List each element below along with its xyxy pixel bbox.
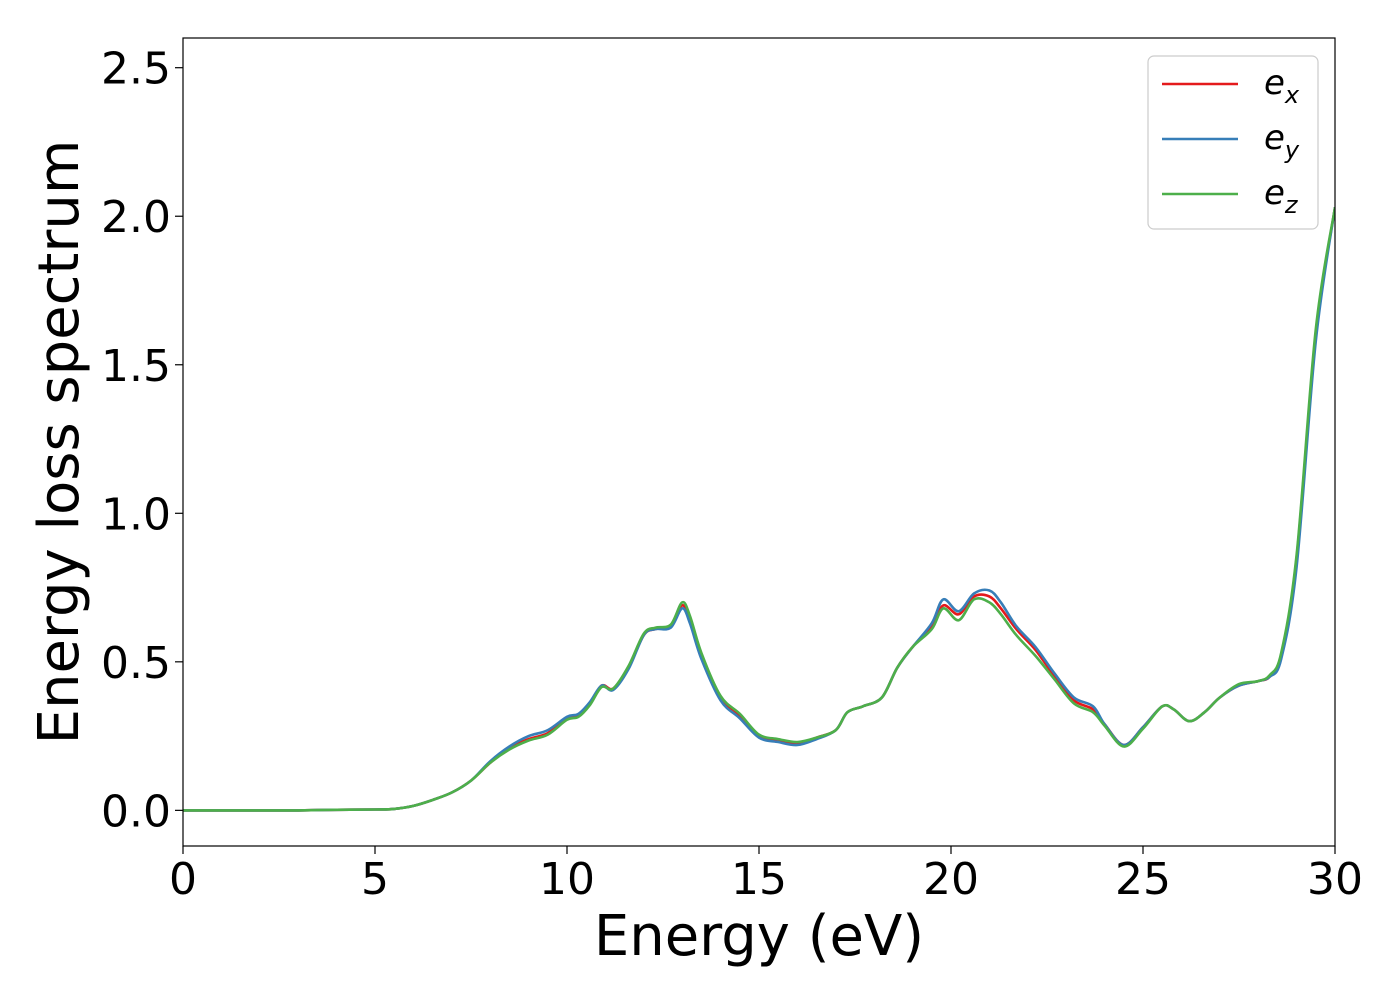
legend-label-base: e (1264, 118, 1285, 158)
x-tick-label: 25 (1115, 854, 1171, 905)
plot-lines (183, 207, 1335, 812)
x-tick-label: 5 (361, 854, 389, 905)
x-tick-label: 15 (731, 854, 787, 905)
x-tick-label: 10 (539, 854, 595, 905)
y-axis-label: Energy loss spectrum (27, 140, 92, 745)
y-tick-label: 0.0 (101, 786, 171, 837)
y-axis: 0.0 0.5 1.0 1.5 2.0 2.5 (101, 44, 183, 837)
legend-box (1147, 55, 1319, 230)
legend-label-x: ex (1264, 63, 1300, 109)
legend-label-base: e (1264, 173, 1285, 213)
x-axis-label: Energy (eV) (594, 904, 924, 969)
x-tick-label: 20 (923, 854, 979, 905)
y-tick-label: 1.5 (101, 341, 171, 392)
x-tick-label: 0 (169, 854, 197, 905)
legend-label-subscript: z (1284, 191, 1299, 219)
legend-label-subscript: y (1284, 136, 1300, 164)
legend-label-z: ez (1264, 173, 1299, 219)
legend-label-y: ey (1264, 118, 1300, 164)
x-axis: 0 5 10 15 20 25 30 (169, 846, 1363, 905)
y-tick-label: 2.5 (101, 44, 171, 95)
legend-label-base: e (1264, 63, 1285, 103)
x-tick-label: 30 (1307, 854, 1363, 905)
series-line-z (183, 207, 1335, 812)
y-tick-label: 0.5 (101, 638, 171, 689)
y-tick-label: 1.0 (101, 489, 171, 540)
legend-label-subscript: x (1284, 81, 1300, 109)
y-tick-label: 2.0 (101, 192, 171, 243)
